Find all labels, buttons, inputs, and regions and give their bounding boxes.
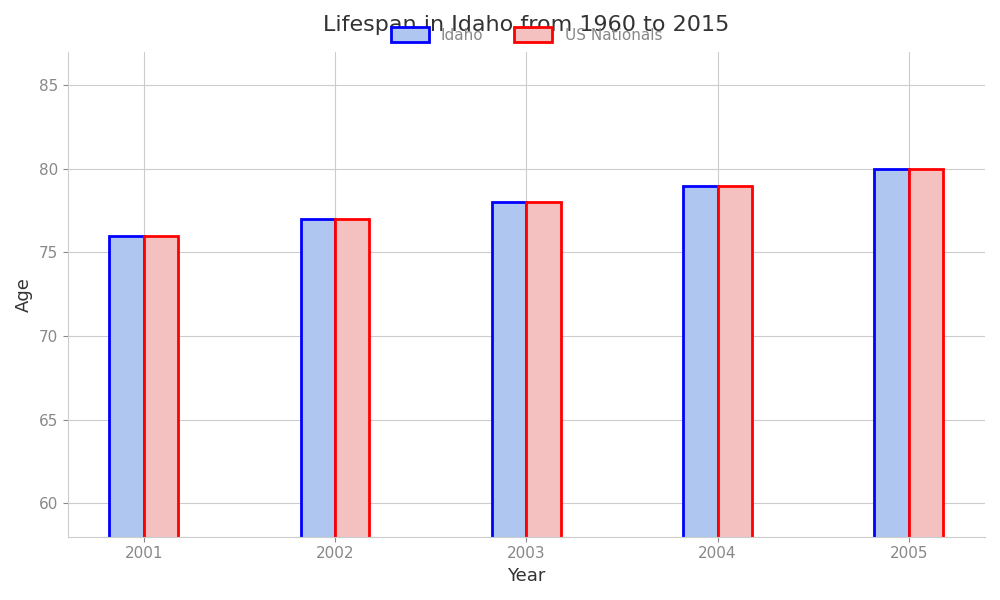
Bar [909,169,943,600]
Bar [301,219,335,600]
Bar [874,169,909,600]
Legend: Idaho, US Nationals: Idaho, US Nationals [384,20,668,49]
Bar [526,202,561,600]
Bar [109,236,144,600]
Bar [718,185,752,600]
Bar [335,219,369,600]
X-axis label: Year: Year [507,567,546,585]
Title: Lifespan in Idaho from 1960 to 2015: Lifespan in Idaho from 1960 to 2015 [323,15,730,35]
Y-axis label: Age: Age [15,277,33,312]
Bar [144,236,178,600]
Bar [492,202,526,600]
Bar [683,185,718,600]
